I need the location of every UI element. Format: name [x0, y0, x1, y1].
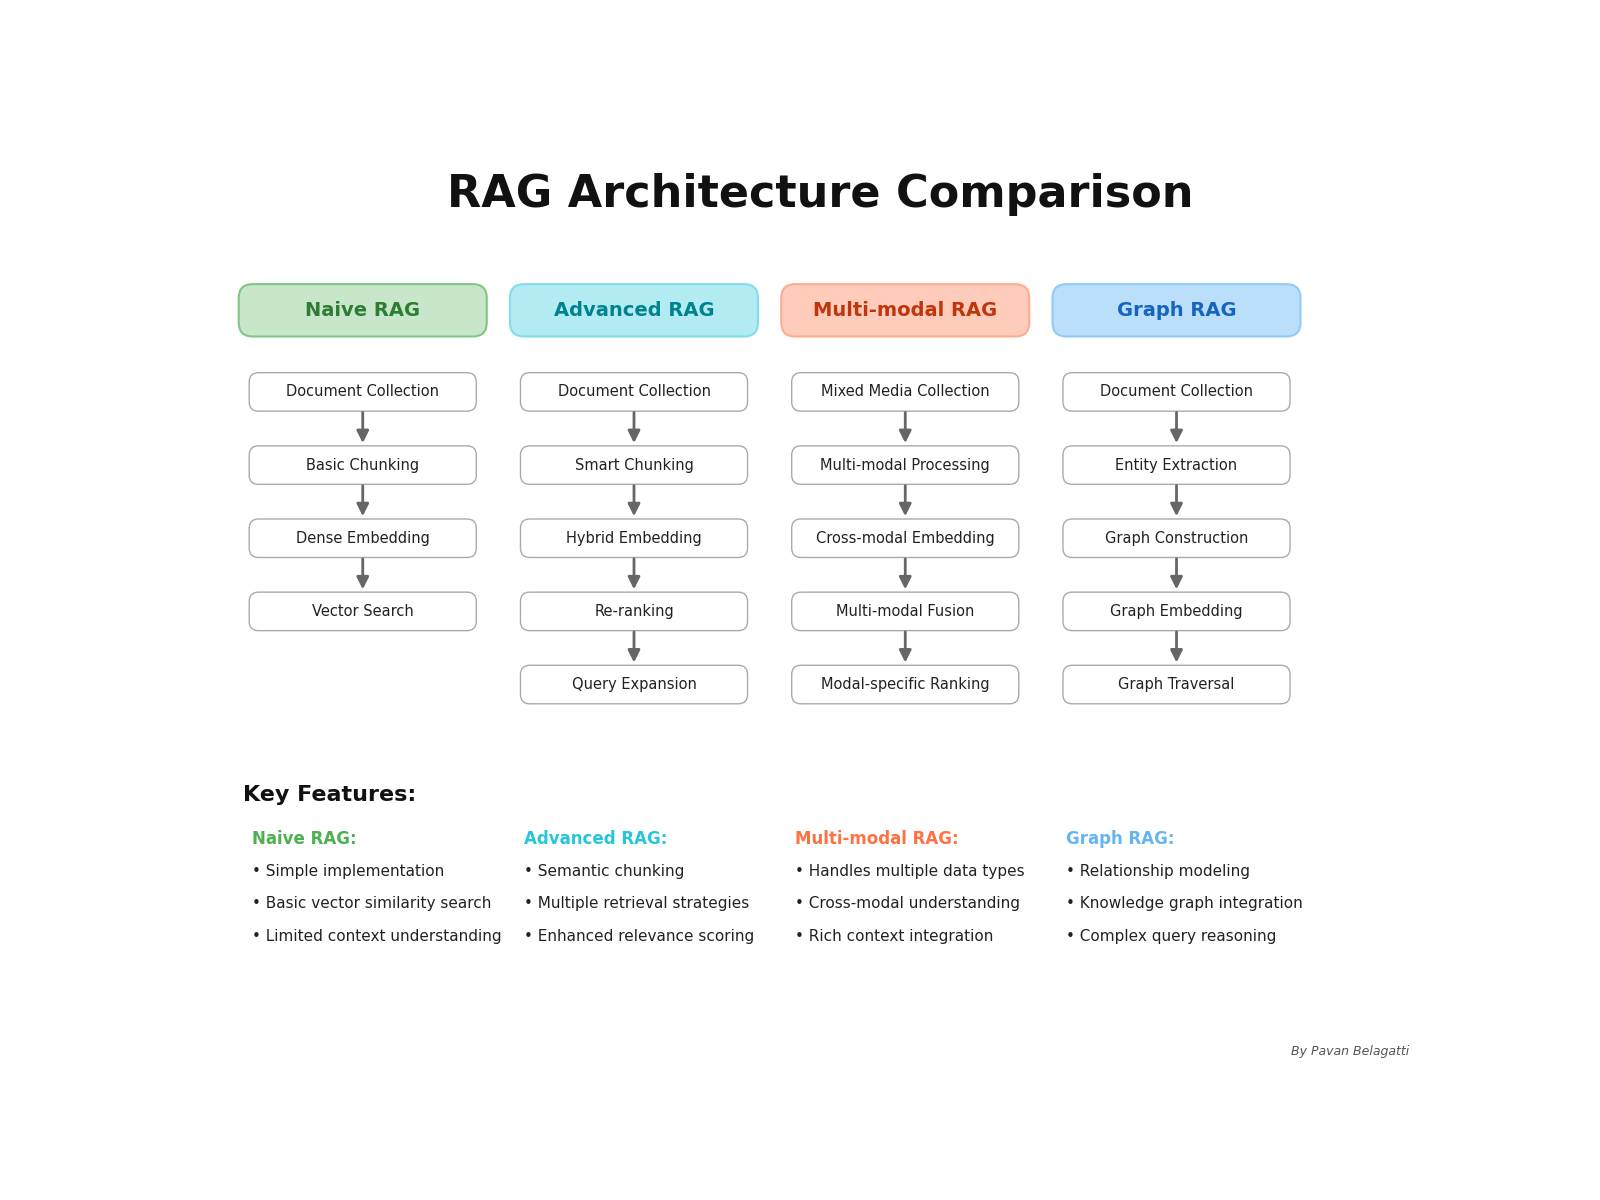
FancyBboxPatch shape — [520, 446, 747, 485]
FancyBboxPatch shape — [238, 284, 486, 336]
Text: Multi-modal RAG:: Multi-modal RAG: — [795, 830, 958, 848]
FancyBboxPatch shape — [520, 665, 747, 703]
Text: Multi-modal RAG: Multi-modal RAG — [813, 301, 997, 320]
FancyBboxPatch shape — [1062, 373, 1290, 412]
Text: RAG Architecture Comparison: RAG Architecture Comparison — [446, 173, 1194, 216]
Text: Graph Construction: Graph Construction — [1106, 530, 1248, 546]
Text: Modal-specific Ranking: Modal-specific Ranking — [821, 677, 989, 692]
FancyBboxPatch shape — [792, 373, 1019, 412]
Text: Multi-modal Processing: Multi-modal Processing — [821, 457, 990, 473]
Text: Advanced RAG:: Advanced RAG: — [523, 830, 667, 848]
Text: Query Expansion: Query Expansion — [571, 677, 696, 692]
Text: • Handles multiple data types: • Handles multiple data types — [795, 864, 1024, 880]
FancyBboxPatch shape — [1053, 284, 1301, 336]
Text: Document Collection: Document Collection — [1101, 384, 1253, 400]
Text: Document Collection: Document Collection — [557, 384, 710, 400]
FancyBboxPatch shape — [781, 284, 1029, 336]
Text: By Pavan Belagatti: By Pavan Belagatti — [1291, 1044, 1410, 1057]
FancyBboxPatch shape — [250, 446, 477, 485]
FancyBboxPatch shape — [1062, 518, 1290, 558]
Text: Graph Traversal: Graph Traversal — [1118, 677, 1235, 692]
Text: • Basic vector similarity search: • Basic vector similarity search — [253, 896, 491, 912]
Text: Entity Extraction: Entity Extraction — [1115, 457, 1237, 473]
FancyBboxPatch shape — [250, 518, 477, 558]
Text: Smart Chunking: Smart Chunking — [574, 457, 693, 473]
FancyBboxPatch shape — [792, 446, 1019, 485]
Text: Graph RAG: Graph RAG — [1117, 301, 1237, 320]
Text: Hybrid Embedding: Hybrid Embedding — [566, 530, 702, 546]
Text: • Complex query reasoning: • Complex query reasoning — [1066, 929, 1277, 944]
Text: Advanced RAG: Advanced RAG — [554, 301, 714, 320]
Text: Re-ranking: Re-ranking — [594, 604, 674, 619]
FancyBboxPatch shape — [250, 373, 477, 412]
FancyBboxPatch shape — [792, 592, 1019, 631]
FancyBboxPatch shape — [510, 284, 758, 336]
Text: • Semantic chunking: • Semantic chunking — [523, 864, 683, 880]
Text: Naive RAG: Naive RAG — [306, 301, 421, 320]
Text: Vector Search: Vector Search — [312, 604, 414, 619]
FancyBboxPatch shape — [520, 592, 747, 631]
Text: Mixed Media Collection: Mixed Media Collection — [821, 384, 989, 400]
Text: • Limited context understanding: • Limited context understanding — [253, 929, 502, 944]
FancyBboxPatch shape — [250, 592, 477, 631]
FancyBboxPatch shape — [520, 518, 747, 558]
FancyBboxPatch shape — [792, 665, 1019, 703]
Text: Naive RAG:: Naive RAG: — [253, 830, 357, 848]
Text: • Simple implementation: • Simple implementation — [253, 864, 445, 880]
Text: Key Features:: Key Features: — [243, 785, 416, 805]
Text: • Multiple retrieval strategies: • Multiple retrieval strategies — [523, 896, 749, 912]
Text: • Knowledge graph integration: • Knowledge graph integration — [1066, 896, 1302, 912]
FancyBboxPatch shape — [1062, 446, 1290, 485]
FancyBboxPatch shape — [1062, 665, 1290, 703]
Text: Dense Embedding: Dense Embedding — [296, 530, 430, 546]
Text: Basic Chunking: Basic Chunking — [306, 457, 419, 473]
FancyBboxPatch shape — [520, 373, 747, 412]
FancyBboxPatch shape — [792, 518, 1019, 558]
Text: • Cross-modal understanding: • Cross-modal understanding — [795, 896, 1019, 912]
Text: Multi-modal Fusion: Multi-modal Fusion — [837, 604, 974, 619]
Text: • Enhanced relevance scoring: • Enhanced relevance scoring — [523, 929, 754, 944]
Text: • Relationship modeling: • Relationship modeling — [1066, 864, 1250, 880]
Text: Graph Embedding: Graph Embedding — [1110, 604, 1243, 619]
Text: Cross-modal Embedding: Cross-modal Embedding — [816, 530, 995, 546]
Text: • Rich context integration: • Rich context integration — [795, 929, 994, 944]
FancyBboxPatch shape — [1062, 592, 1290, 631]
Text: Document Collection: Document Collection — [286, 384, 440, 400]
Text: Graph RAG:: Graph RAG: — [1066, 830, 1174, 848]
